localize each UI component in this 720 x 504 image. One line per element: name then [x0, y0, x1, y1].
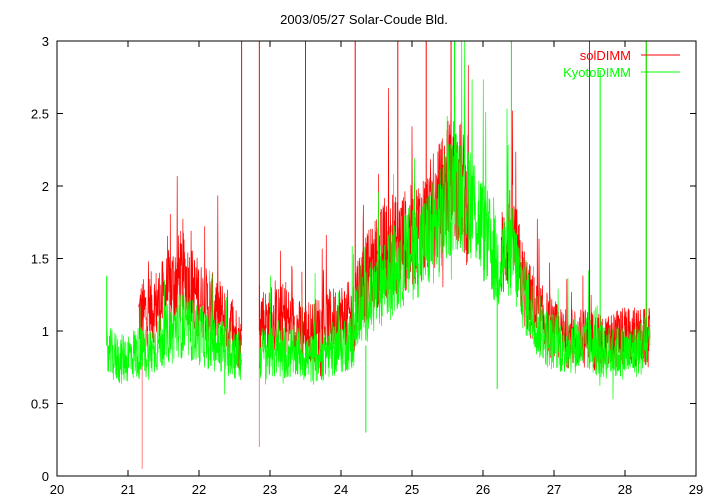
- chart-title: 2003/05/27 Solar-Coude Bld.: [280, 12, 448, 27]
- x-tick-label: 20: [50, 482, 64, 497]
- series-line-kyotodimm: [259, 245, 356, 385]
- legend-label-kyotodimm: KyotoDIMM: [563, 65, 631, 80]
- x-tick-label: 25: [405, 482, 419, 497]
- x-tick-label: 24: [334, 482, 348, 497]
- x-tick-label: 23: [263, 482, 277, 497]
- y-tick-label: 2.5: [31, 107, 49, 122]
- x-tick-label: 29: [689, 482, 703, 497]
- x-tick-label: 27: [547, 482, 561, 497]
- y-tick-label: 0: [42, 469, 49, 484]
- x-tick-label: 28: [618, 482, 632, 497]
- series-line-soldimm: [259, 234, 356, 380]
- x-tick-label: 22: [192, 482, 206, 497]
- x-tick-label: 21: [121, 482, 135, 497]
- series-line-kyotodimm: [106, 270, 242, 395]
- y-tick-label: 0.5: [31, 397, 49, 412]
- plot-area: [106, 40, 651, 469]
- y-tick-label: 1.5: [31, 252, 49, 267]
- y-tick-label: 3: [42, 34, 49, 49]
- series-line-kyotodimm: [521, 258, 651, 400]
- legend-label-soldimm: solDIMM: [580, 48, 631, 63]
- series-line-kyotodimm: [354, 40, 523, 346]
- axis-ticks: 20 21 22 23 24 25 26 27 28 29 0 0.5 1 1.5 2 2.5 3: [31, 34, 703, 497]
- y-tick-label: 1: [42, 324, 49, 339]
- legend: solDIMM KyotoDIMM: [563, 48, 680, 80]
- y-tick-label: 2: [42, 179, 49, 194]
- x-tick-label: 26: [476, 482, 490, 497]
